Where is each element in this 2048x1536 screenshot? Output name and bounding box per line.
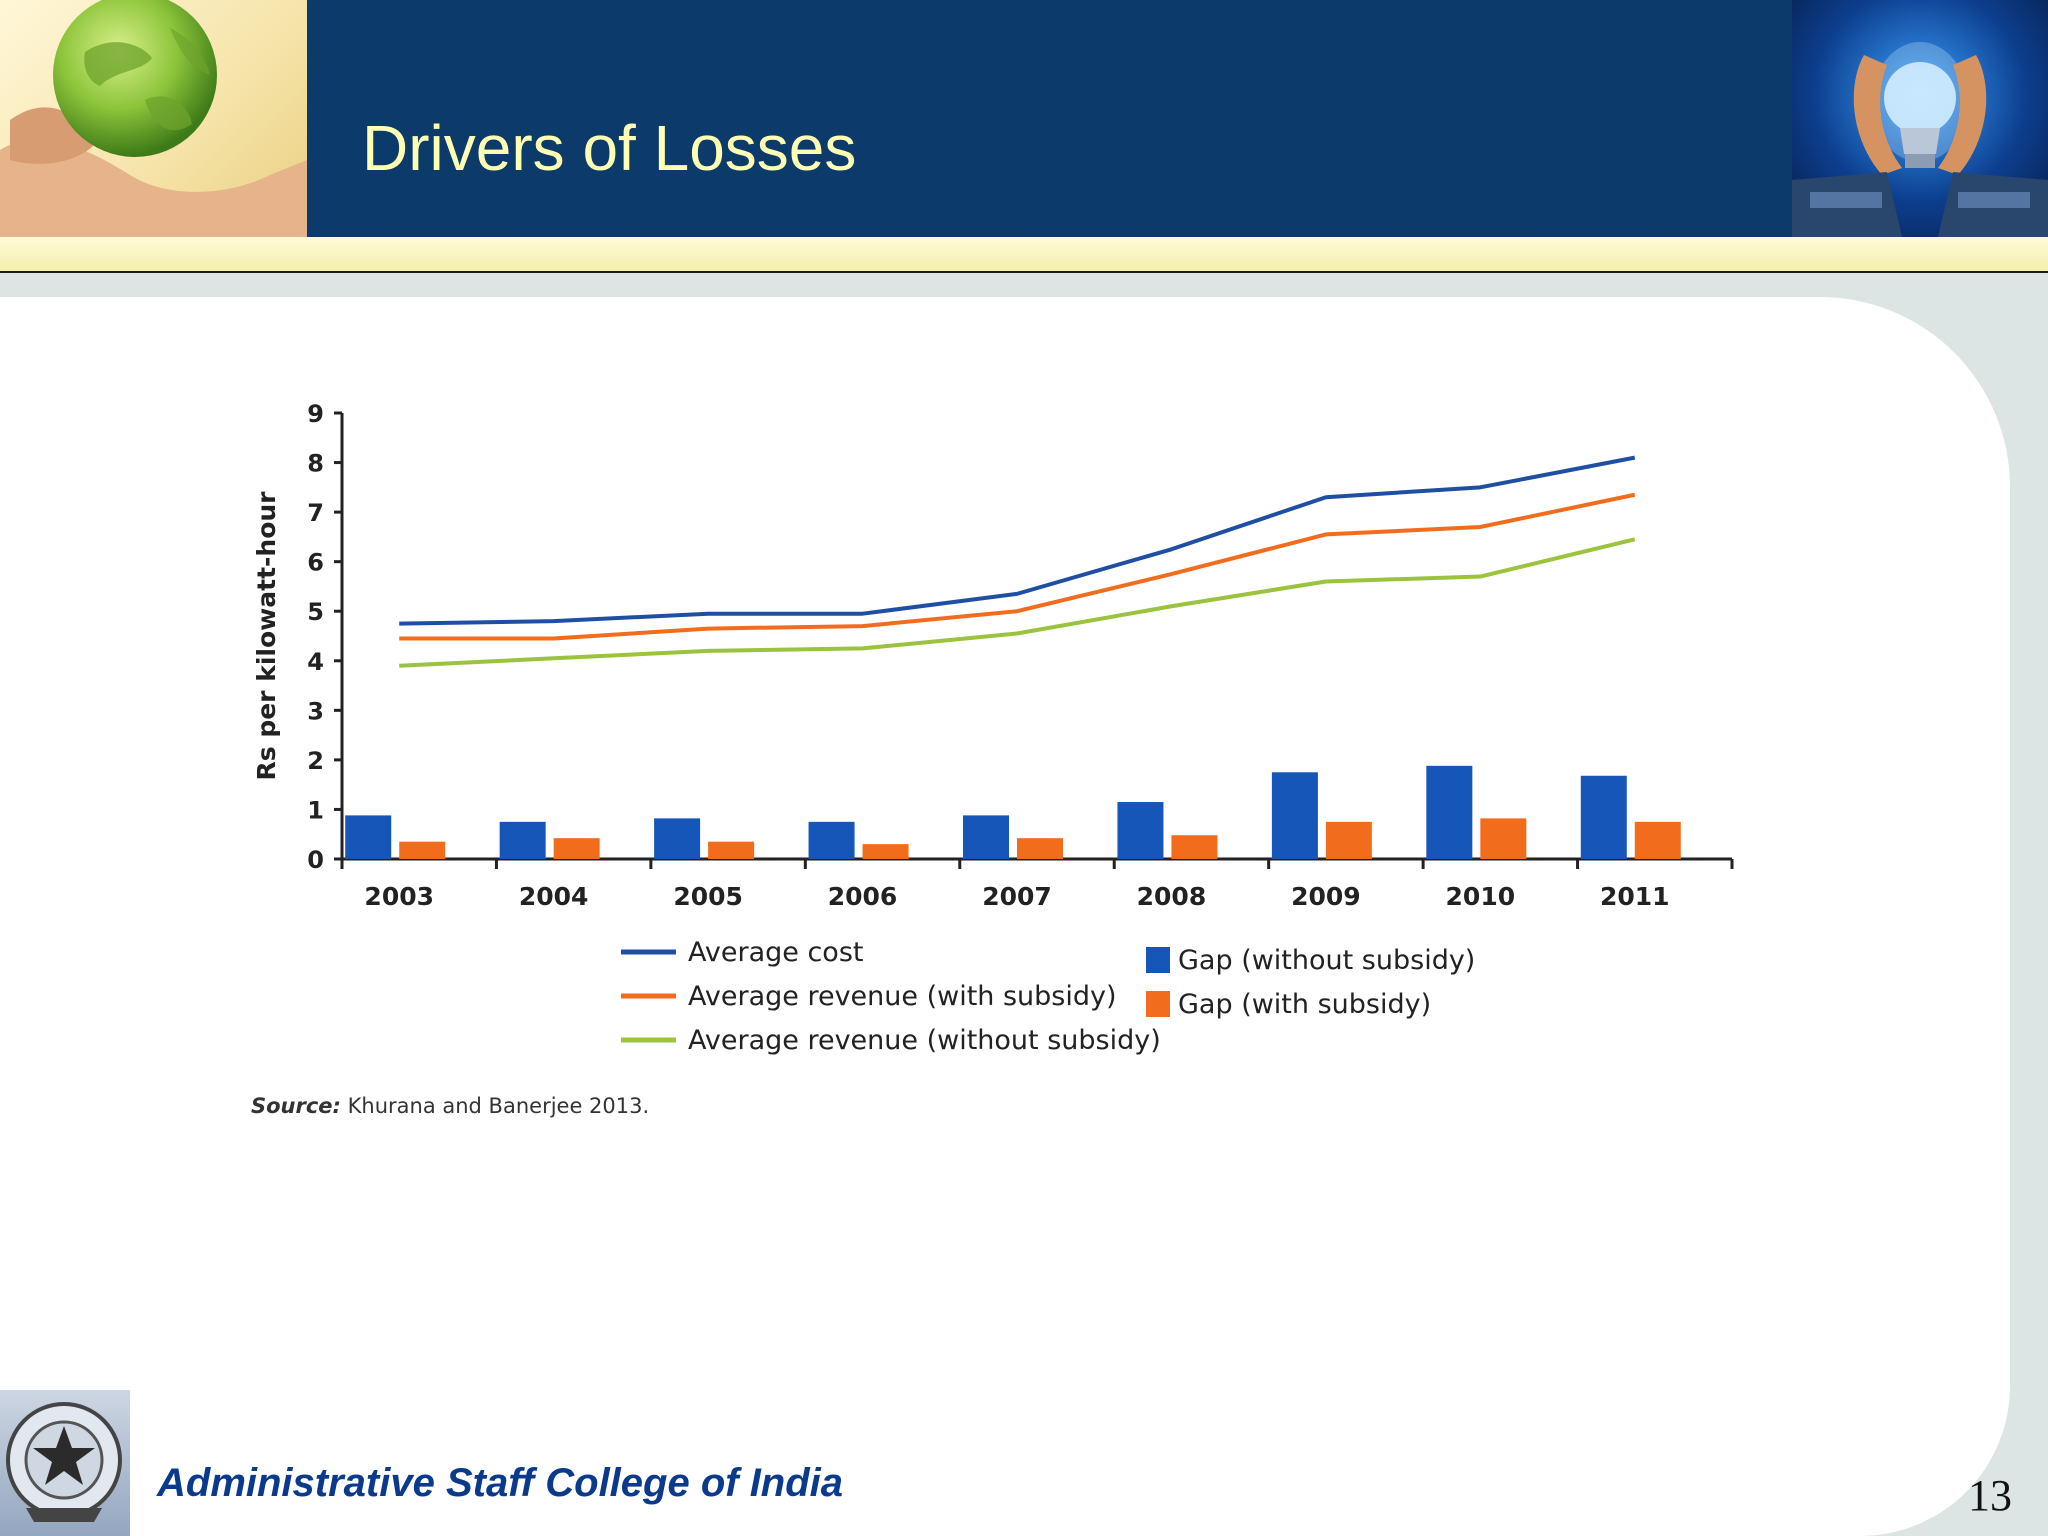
emblem-icon — [6, 1402, 122, 1522]
bar-gap-without-subsidy — [1117, 802, 1164, 859]
bar-gap-with-subsidy — [1480, 818, 1527, 859]
legend-label: Average revenue (with subsidy) — [688, 981, 1117, 1012]
x-tick-label: 2006 — [828, 882, 898, 911]
college-emblem-logo — [0, 1390, 130, 1536]
line-average-revenue-with-subsidy — [399, 492, 1636, 641]
line-average-revenue-without-subsidy — [399, 537, 1636, 668]
y-tick-label: 9 — [307, 400, 324, 428]
bar-gap-with-subsidy — [1634, 821, 1681, 859]
globe-in-hands-icon — [0, 0, 307, 237]
x-tick-label: 2007 — [982, 882, 1052, 911]
bar-gap-with-subsidy — [862, 844, 909, 859]
lightbulb-icon — [1792, 42, 2048, 237]
legend-label: Gap (with subsidy) — [1178, 989, 1431, 1020]
y-tick-label: 5 — [307, 598, 324, 626]
lightbulb-in-hands-image — [1792, 0, 2048, 237]
header-bar — [307, 0, 1792, 237]
legend-label: Average cost — [688, 937, 863, 968]
footer-college-name: Administrative Staff College of India — [157, 1461, 844, 1505]
bar-gap-without-subsidy — [1580, 775, 1627, 859]
bar-gap-with-subsidy — [708, 841, 755, 859]
bar-gap-without-subsidy — [345, 815, 392, 859]
bar-gap-without-subsidy — [654, 818, 701, 859]
chart-legend: Average cost Average revenue (with subsid… — [621, 937, 1475, 1056]
legend-label: Gap (without subsidy) — [1178, 945, 1475, 976]
x-tick-label: 2005 — [673, 882, 743, 911]
chart-bars — [345, 765, 1681, 859]
header-accent-band — [0, 237, 2048, 273]
chart-lines — [399, 455, 1636, 668]
bar-gap-without-subsidy — [963, 815, 1009, 859]
slide-title: Drivers of Losses — [362, 112, 857, 184]
legend-swatch — [1146, 991, 1170, 1017]
bar-gap-with-subsidy — [1171, 835, 1218, 859]
bar-gap-with-subsidy — [553, 838, 600, 859]
bar-gap-with-subsidy — [399, 841, 446, 859]
legend-swatch — [1146, 947, 1170, 973]
page-number: 13 — [1968, 1471, 2012, 1520]
content-panel — [0, 297, 2010, 1536]
chart-ticks: 0 1 2 3 4 5 6 7 8 9 2003 2004 2005 2006 2007 2008 2009 20… — [307, 400, 1734, 911]
line-average-cost — [399, 455, 1636, 626]
x-tick-label: 2008 — [1137, 882, 1207, 911]
y-axis-label: Rs per kilowatt-hour — [252, 491, 281, 781]
bar-gap-without-subsidy — [499, 821, 546, 859]
y-tick-label: 7 — [307, 499, 324, 527]
bar-gap-without-subsidy — [1271, 772, 1318, 859]
bar-gap-without-subsidy — [808, 821, 855, 859]
x-tick-label: 2003 — [364, 882, 434, 911]
globe-in-hands-image — [0, 0, 307, 237]
source-label: Source: — [251, 1094, 341, 1118]
bar-gap-with-subsidy — [1325, 821, 1372, 859]
chart-source: Source: Khurana and Banerjee 2013. — [251, 1094, 649, 1118]
y-tick-label: 1 — [307, 796, 324, 824]
legend-label: Average revenue (without subsidy) — [688, 1025, 1161, 1056]
bar-gap-without-subsidy — [1426, 765, 1473, 859]
y-tick-label: 6 — [307, 549, 324, 577]
y-tick-label: 3 — [307, 697, 324, 725]
y-tick-label: 0 — [307, 846, 324, 874]
y-tick-label: 4 — [307, 648, 324, 676]
x-tick-label: 2004 — [519, 882, 589, 911]
source-text: Khurana and Banerjee 2013. — [341, 1094, 649, 1118]
bar-gap-with-subsidy — [1017, 838, 1063, 859]
y-tick-label: 2 — [307, 747, 324, 775]
x-tick-label: 2010 — [1446, 882, 1516, 911]
x-tick-label: 2009 — [1291, 882, 1361, 911]
y-tick-label: 8 — [307, 450, 324, 478]
x-tick-label: 2011 — [1600, 882, 1670, 911]
